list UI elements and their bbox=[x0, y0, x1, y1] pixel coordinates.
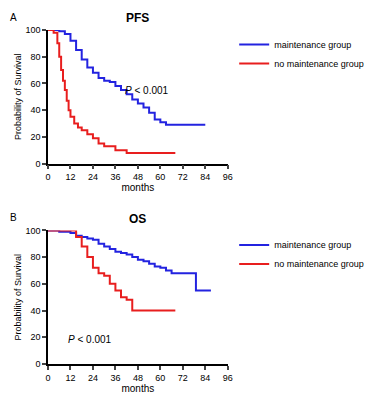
svg-text:96: 96 bbox=[223, 172, 233, 182]
svg-text:20: 20 bbox=[30, 132, 40, 142]
svg-text:80: 80 bbox=[30, 252, 40, 262]
svg-text:100: 100 bbox=[25, 226, 40, 236]
svg-text:60: 60 bbox=[155, 172, 165, 182]
svg-text:months: months bbox=[121, 182, 154, 193]
svg-text:24: 24 bbox=[88, 172, 98, 182]
svg-text:PFS: PFS bbox=[126, 11, 149, 25]
svg-text:72: 72 bbox=[178, 172, 188, 182]
svg-text:no maintenance group: no maintenance group bbox=[274, 259, 364, 269]
svg-text:0: 0 bbox=[45, 172, 50, 182]
svg-text:84: 84 bbox=[200, 373, 210, 383]
svg-text:40: 40 bbox=[30, 306, 40, 316]
svg-text:0: 0 bbox=[35, 359, 40, 369]
svg-text:60: 60 bbox=[30, 279, 40, 289]
svg-text:36: 36 bbox=[110, 373, 120, 383]
svg-text:A: A bbox=[10, 12, 17, 23]
svg-text:Probability of Survival: Probability of Survival bbox=[13, 254, 23, 341]
svg-text:60: 60 bbox=[155, 373, 165, 383]
svg-text:12: 12 bbox=[65, 172, 75, 182]
svg-text:B: B bbox=[10, 212, 17, 223]
svg-text:80: 80 bbox=[30, 52, 40, 62]
svg-text:36: 36 bbox=[110, 172, 120, 182]
svg-text:maintenance group: maintenance group bbox=[274, 240, 351, 250]
svg-text:P < 0.001: P < 0.001 bbox=[125, 85, 169, 96]
svg-text:20: 20 bbox=[30, 332, 40, 342]
svg-text:months: months bbox=[121, 383, 154, 394]
svg-text:72: 72 bbox=[178, 373, 188, 383]
svg-text:40: 40 bbox=[30, 105, 40, 115]
svg-text:Probability of Survival: Probability of Survival bbox=[13, 54, 23, 141]
svg-text:no maintenance group: no maintenance group bbox=[274, 59, 364, 69]
svg-text:48: 48 bbox=[133, 373, 143, 383]
svg-text:P < 0.001: P < 0.001 bbox=[68, 334, 112, 345]
svg-text:OS: OS bbox=[129, 212, 146, 226]
svg-text:100: 100 bbox=[25, 25, 40, 35]
svg-text:60: 60 bbox=[30, 79, 40, 89]
svg-text:96: 96 bbox=[223, 373, 233, 383]
svg-text:maintenance group: maintenance group bbox=[274, 40, 351, 50]
svg-text:0: 0 bbox=[35, 159, 40, 169]
svg-text:84: 84 bbox=[200, 172, 210, 182]
svg-text:12: 12 bbox=[65, 373, 75, 383]
svg-text:24: 24 bbox=[88, 373, 98, 383]
svg-text:0: 0 bbox=[45, 373, 50, 383]
svg-text:48: 48 bbox=[133, 172, 143, 182]
